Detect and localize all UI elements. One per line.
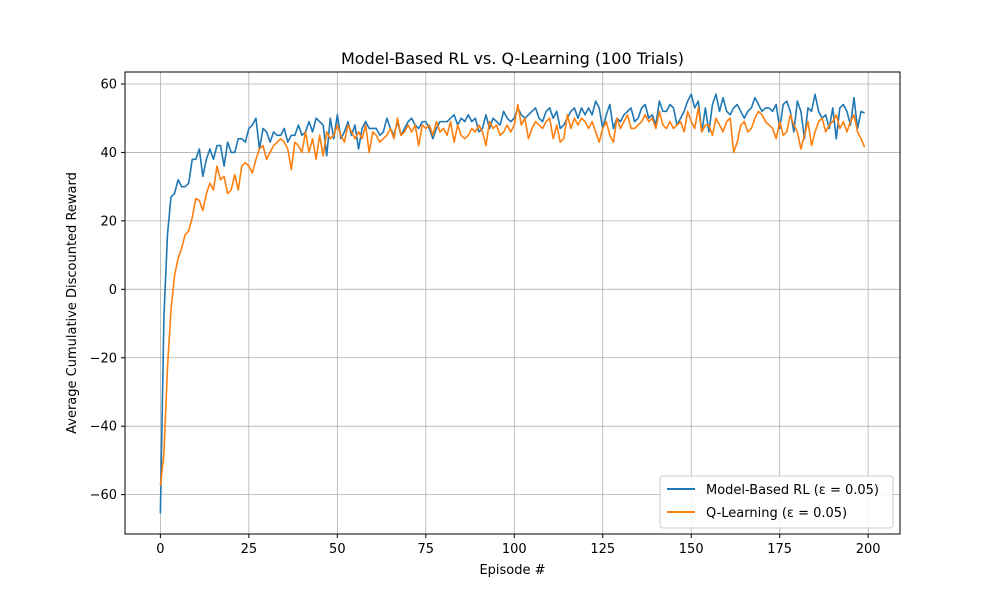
x-tick-label: 200 — [856, 542, 881, 557]
x-tick-label: 150 — [679, 542, 704, 557]
y-tick-label: 20 — [100, 214, 117, 229]
legend: Model-Based RL (ε = 0.05) Q-Learning (ε … — [659, 475, 894, 529]
x-tick-label: 0 — [156, 542, 164, 557]
chart-title: Model-Based RL vs. Q-Learning (100 Trial… — [341, 49, 684, 68]
y-tick-label: −20 — [90, 351, 117, 366]
x-tick-label: 25 — [241, 542, 258, 557]
x-tick-label: 100 — [502, 542, 527, 557]
axis-ticks: 0 25 50 75 100 125 150 175 200 −60 −40 −20 0 20 40 60 — [90, 77, 881, 557]
legend-label-model-based: Model-Based RL (ε = 0.05) — [706, 483, 879, 498]
plot-frame — [124, 71, 901, 535]
y-axis-label: Average Cumulative Discounted Reward — [65, 172, 80, 434]
series-line-q-learning — [159, 103, 866, 487]
series-lines — [159, 93, 866, 514]
y-tick-label: 40 — [100, 146, 117, 161]
x-tick-label: 125 — [590, 542, 615, 557]
y-tick-label: −40 — [90, 420, 117, 435]
x-tick-label: 175 — [767, 542, 792, 557]
x-tick-label: 75 — [418, 542, 435, 557]
y-tick-label: 60 — [100, 77, 117, 92]
series-line-model-based-rl — [159, 93, 865, 514]
x-tick-label: 50 — [329, 542, 346, 557]
y-tick-label: −60 — [90, 488, 117, 503]
y-tick-label: 0 — [109, 283, 117, 298]
x-axis-label: Episode # — [479, 563, 545, 578]
legend-box — [659, 475, 894, 529]
legend-label-q-learning: Q-Learning (ε = 0.05) — [706, 506, 847, 521]
